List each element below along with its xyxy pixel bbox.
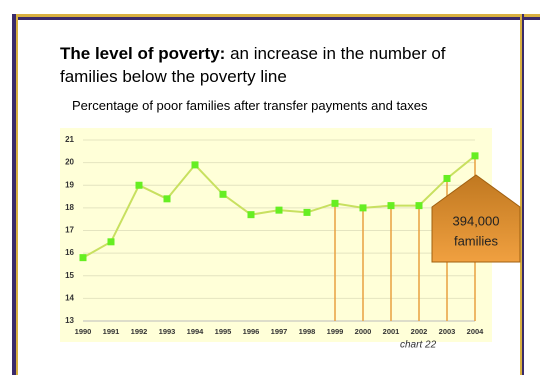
left-bar <box>12 14 16 375</box>
x-tick-label: 1991 <box>103 327 120 336</box>
y-tick-label: 21 <box>65 135 74 144</box>
marker <box>359 204 367 212</box>
marker <box>107 238 115 246</box>
y-tick-label: 17 <box>65 226 74 235</box>
marker <box>331 199 339 207</box>
x-tick-label: 2000 <box>355 327 372 336</box>
x-tick-label: 2001 <box>383 327 400 336</box>
marker <box>275 206 283 214</box>
left-stripe <box>16 14 18 375</box>
marker <box>135 181 143 189</box>
callout-text: 394,000 <box>453 213 500 228</box>
marker <box>79 254 87 262</box>
y-tick-label: 19 <box>65 180 74 189</box>
y-tick-label: 14 <box>65 293 74 302</box>
marker <box>387 202 395 210</box>
marker <box>471 152 479 160</box>
title: The level of poverty: an increase in the… <box>60 42 500 88</box>
marker <box>191 161 199 169</box>
x-tick-label: 1995 <box>215 327 232 336</box>
footnote: chart 22 <box>400 340 437 351</box>
y-tick-label: 16 <box>65 248 74 257</box>
x-tick-label: 1996 <box>243 327 260 336</box>
x-tick-label: 1997 <box>271 327 288 336</box>
top-bar <box>16 17 540 20</box>
x-tick-label: 2003 <box>439 327 456 336</box>
x-tick-label: 1992 <box>131 327 148 336</box>
x-tick-label: 2004 <box>467 327 485 336</box>
marker <box>415 202 423 210</box>
x-tick-label: 2002 <box>411 327 428 336</box>
y-tick-label: 18 <box>65 203 74 212</box>
plot-background <box>60 128 492 342</box>
title-bold: The level of poverty: <box>60 44 226 63</box>
y-tick-label: 20 <box>65 158 74 167</box>
x-tick-label: 1994 <box>187 327 205 336</box>
y-tick-label: 15 <box>65 271 74 280</box>
title-rest: an increase in the number of families be… <box>60 44 446 86</box>
marker <box>219 190 227 198</box>
marker <box>163 195 171 203</box>
y-tick-label: 13 <box>65 316 74 325</box>
right-bar <box>522 14 524 375</box>
x-tick-label: 1998 <box>299 327 316 336</box>
top-stripe <box>16 14 540 17</box>
x-tick-label: 1990 <box>75 327 92 336</box>
marker <box>247 211 255 219</box>
x-tick-label: 1993 <box>159 327 176 336</box>
callout <box>431 174 521 263</box>
callout-text: families <box>454 233 499 248</box>
right-stripe <box>520 14 522 375</box>
marker <box>443 174 451 182</box>
subtitle: Percentage of poor families after transf… <box>72 98 428 113</box>
x-tick-label: 1999 <box>327 327 344 336</box>
marker <box>303 208 311 216</box>
